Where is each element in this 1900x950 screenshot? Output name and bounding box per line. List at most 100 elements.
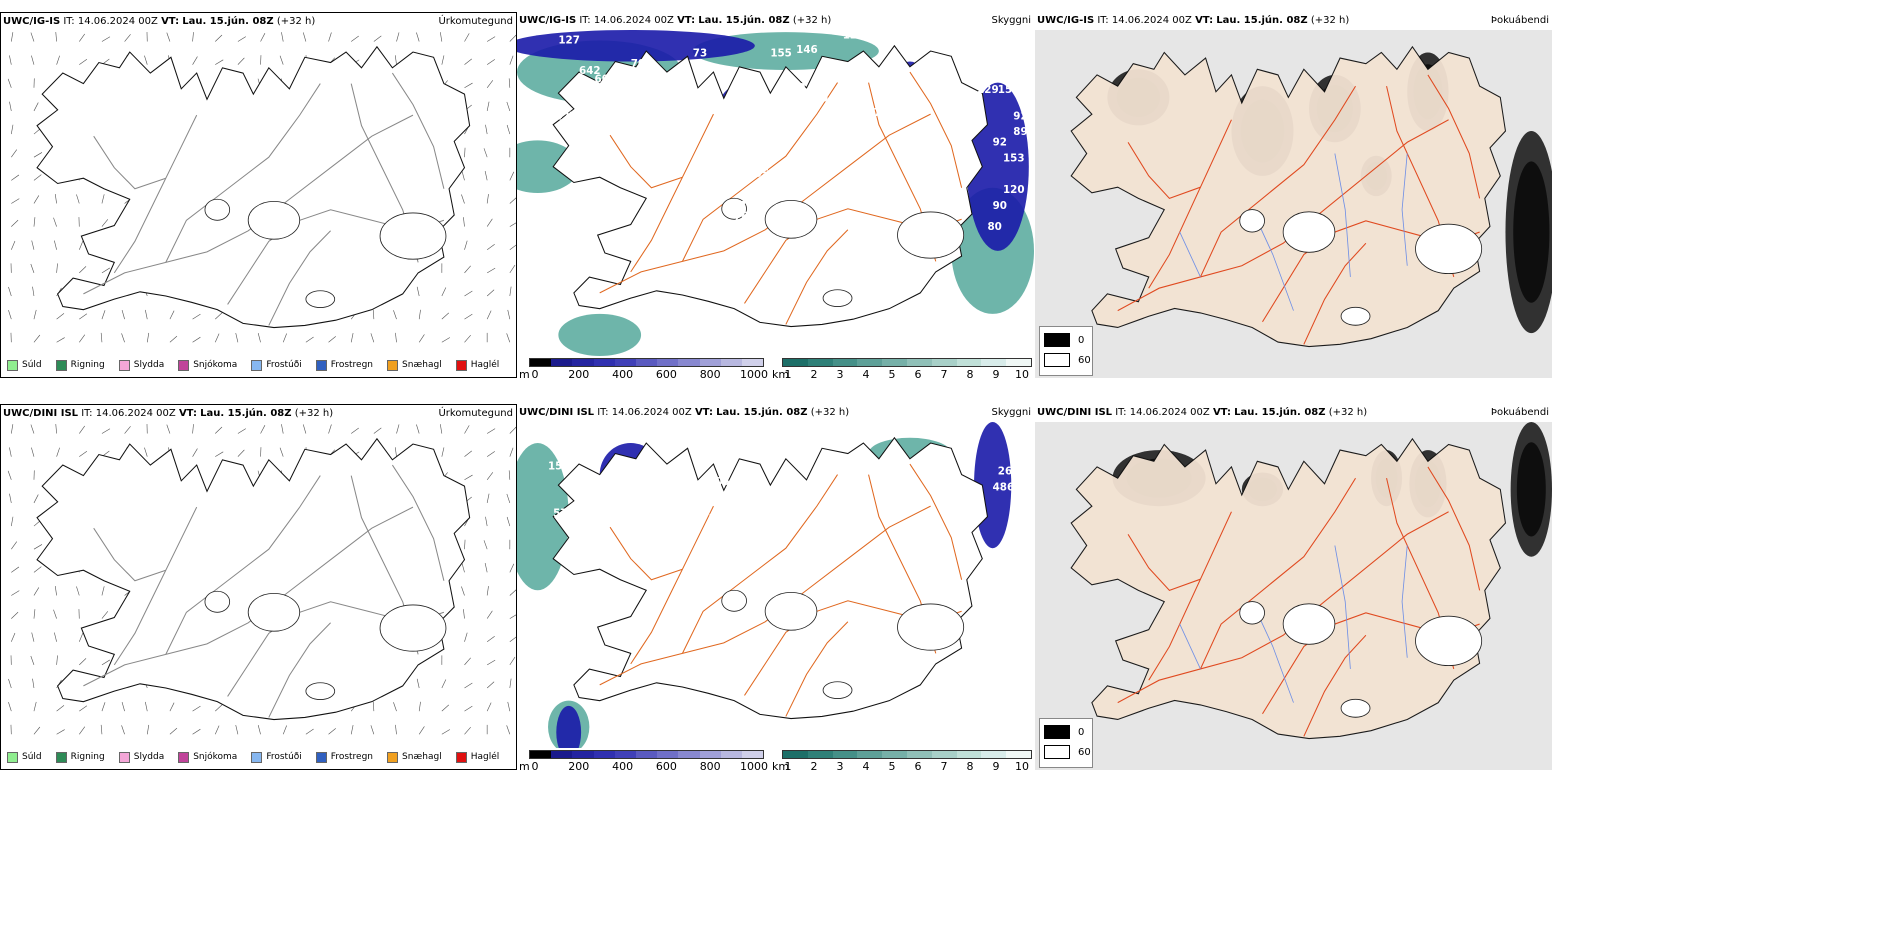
glacier bbox=[305, 290, 336, 308]
road-line bbox=[630, 113, 714, 273]
colorbar-ticks: 0 200 400 600 800 1000 bbox=[519, 368, 769, 378]
fog-legend-label: 0 bbox=[1078, 334, 1085, 346]
colorbar-bin bbox=[832, 359, 858, 366]
it-label: IT: bbox=[597, 407, 609, 418]
wind-barb bbox=[101, 586, 105, 596]
wind-barb bbox=[486, 610, 493, 619]
cloud-base-value: 70 bbox=[729, 226, 743, 238]
cloud-base-value: 155 bbox=[770, 47, 792, 59]
cloud-base-value: 120 bbox=[1003, 184, 1025, 196]
map-area: 127 73 155 146 126 144 122 136 121 642 70 607 415 542… bbox=[517, 30, 1034, 356]
cloud-base-value: 126 bbox=[843, 30, 865, 41]
glacier bbox=[1415, 615, 1483, 667]
wind-barb bbox=[101, 219, 109, 227]
wind-barb bbox=[33, 102, 39, 112]
wind-barb bbox=[483, 148, 488, 158]
wind-barb bbox=[464, 265, 471, 274]
wind-barb bbox=[55, 32, 57, 42]
wind-barb bbox=[31, 447, 35, 457]
wind-barb bbox=[101, 194, 105, 204]
wind-barb bbox=[145, 701, 148, 712]
model-run-info: UWC/IG-IS IT: 14.06.2024 00Z VT: Lau. 15… bbox=[3, 13, 315, 31]
legend-item: Snjókoma bbox=[178, 357, 237, 373]
wind-barb bbox=[101, 428, 111, 434]
cloud-base-value: 50 bbox=[791, 82, 805, 94]
lead-time: (+32 h) bbox=[792, 15, 832, 26]
wind-barb bbox=[30, 424, 35, 434]
glacier bbox=[822, 681, 853, 699]
wind-barb bbox=[395, 724, 397, 735]
cloud-base-value: 229 bbox=[977, 84, 999, 96]
road-line bbox=[83, 114, 414, 295]
colorbar-bin bbox=[956, 751, 982, 758]
road-line bbox=[630, 505, 714, 665]
wind-barb bbox=[124, 426, 131, 434]
wind-barb bbox=[441, 447, 445, 457]
glacier bbox=[379, 604, 447, 652]
fog-legend-swatch bbox=[1044, 353, 1070, 367]
wind-barb bbox=[351, 35, 359, 42]
wind-barb bbox=[146, 724, 150, 735]
wind-barb bbox=[486, 59, 496, 65]
glacier bbox=[764, 591, 818, 631]
wind-barb bbox=[441, 55, 445, 65]
wind-barb bbox=[76, 586, 80, 596]
legend-label: Snæhagl bbox=[402, 360, 442, 370]
wind-barb bbox=[486, 702, 492, 712]
it-label: IT: bbox=[1115, 407, 1127, 418]
wind-barb bbox=[441, 287, 447, 297]
model-run-info: UWC/DINI ISL IT: 14.06.2024 00Z VT: Lau.… bbox=[1037, 404, 1367, 422]
glacier bbox=[1282, 211, 1336, 253]
cloud-base-value: 130 bbox=[579, 105, 601, 117]
colorbar-tick: 5 bbox=[888, 760, 896, 770]
wind-barb bbox=[192, 728, 201, 735]
wind-barb bbox=[33, 195, 40, 204]
init-time: 14.06.2024 00Z bbox=[1111, 15, 1192, 26]
coastline bbox=[36, 46, 471, 329]
wind-barb bbox=[464, 58, 472, 65]
legend-label: Frostregn bbox=[330, 752, 374, 762]
river-line bbox=[1179, 623, 1201, 670]
cloud-base-value: 92 bbox=[993, 137, 1007, 149]
wind-barb bbox=[33, 587, 40, 596]
vt-label: VT: bbox=[694, 407, 713, 418]
legend-swatch bbox=[315, 359, 327, 371]
cloud-base-value: 146 bbox=[796, 44, 818, 56]
wind-barb bbox=[8, 678, 12, 689]
lead-time: (+32 h) bbox=[276, 16, 316, 27]
panel-title: Skyggni bbox=[991, 407, 1031, 418]
wind-barb bbox=[370, 725, 375, 735]
map-area bbox=[1035, 30, 1552, 378]
wind-barb bbox=[509, 171, 515, 181]
road-line bbox=[1427, 74, 1481, 199]
wind-barb bbox=[79, 266, 87, 274]
colorbar-bin bbox=[551, 751, 573, 758]
wind-barb bbox=[121, 333, 125, 343]
colorbar-tick: 7 bbox=[940, 760, 948, 770]
wind-barb bbox=[486, 681, 495, 689]
colorbar-tick: 9 bbox=[992, 760, 1000, 770]
wind-barb bbox=[418, 701, 421, 712]
colorbar-bin bbox=[678, 751, 700, 758]
wind-barb bbox=[506, 333, 511, 343]
colorbar-ticks: 0 200 400 600 800 1000 bbox=[519, 760, 769, 770]
panel-title: Þokuábendi bbox=[1490, 407, 1549, 418]
colorbar-bin bbox=[699, 751, 721, 758]
wind-barb bbox=[281, 424, 284, 434]
panel-header: UWC/IG-IS IT: 14.06.2024 00Z VT: Lau. 15… bbox=[517, 12, 1034, 30]
cloud-base-value: 576 bbox=[553, 508, 575, 520]
cloud-base-value: 200 bbox=[708, 492, 730, 504]
legend-label: Súld bbox=[22, 752, 42, 762]
wind-barb bbox=[487, 428, 496, 434]
valid-time: Lau. 15.jún. 08Z bbox=[716, 407, 808, 418]
glacier bbox=[1340, 306, 1371, 326]
colorbar-bin bbox=[699, 359, 721, 366]
colorbar-bin bbox=[614, 751, 636, 758]
wind-barb bbox=[464, 335, 471, 343]
legend-label: Frostregn bbox=[330, 360, 374, 370]
wind-barb bbox=[439, 32, 443, 42]
wind-barb bbox=[328, 424, 332, 434]
river-line bbox=[1401, 545, 1408, 658]
valid-time: Lau. 15.jún. 08Z bbox=[1216, 15, 1308, 26]
model-name: UWC/DINI ISL bbox=[3, 408, 79, 419]
